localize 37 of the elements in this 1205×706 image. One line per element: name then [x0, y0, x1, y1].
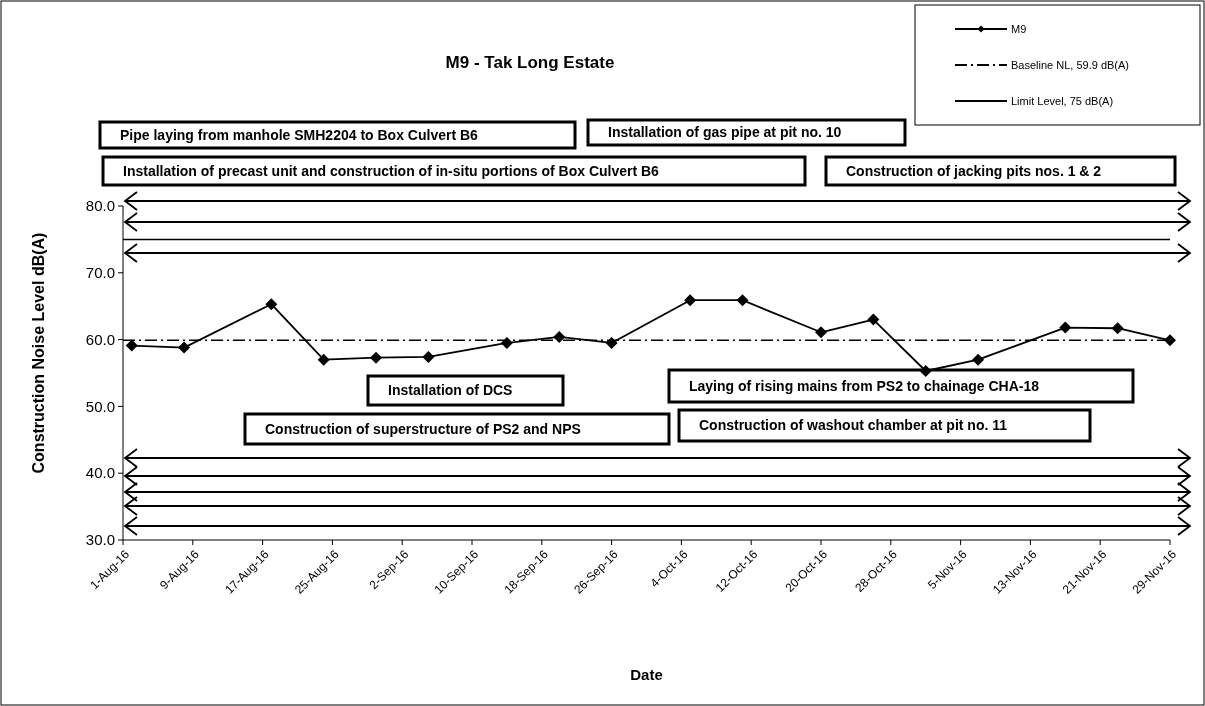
point	[1164, 334, 1176, 347]
text: Installation of precast unit and construction of in-situ portions of Box Culvert B6	[123, 162, 660, 179]
point	[736, 294, 749, 307]
point	[1059, 321, 1072, 334]
y-axis-title: Construction Noise Level dB(A)	[30, 232, 47, 474]
y-tick-label: 80.0	[85, 197, 115, 215]
point	[422, 350, 435, 363]
point	[553, 330, 566, 343]
y-tick-label: 60.0	[85, 330, 115, 348]
point	[317, 353, 330, 366]
x-axis-title: Date	[630, 666, 663, 683]
text: Construction of jacking pits nos. 1 & 2	[846, 162, 1102, 179]
point	[684, 294, 697, 307]
legend-label: M9	[1011, 22, 1027, 35]
point	[370, 351, 383, 364]
point	[265, 298, 278, 311]
point	[178, 341, 191, 354]
text: Pipe laying from manhole SMH2204 to Box Culvert B6	[120, 126, 479, 143]
point	[972, 353, 985, 366]
point	[125, 339, 138, 352]
point	[867, 313, 880, 326]
chart-title: M9 - Tak Long Estate	[445, 53, 615, 72]
point	[605, 336, 618, 349]
legend-label: Baseline NL, 59.9 dB(A)	[1011, 58, 1130, 71]
annotation: Construction of washout chamber at pit no. 11	[699, 417, 1008, 434]
point	[500, 336, 513, 349]
annotation: Laying of rising mains from PS2 to chainage CHA-18	[689, 377, 1040, 394]
annotation: Construction of superstructure of PS2 and NPS	[265, 420, 581, 437]
y-tick-label: 30.0	[85, 531, 115, 549]
text: Installation of gas pipe at pit no. 10	[608, 124, 842, 141]
y-tick-label: 50.0	[85, 397, 115, 415]
y-tick-label: 70.0	[85, 264, 115, 282]
point	[815, 326, 827, 339]
legend-label: Limit Level, 75 dB(A)	[1011, 94, 1114, 107]
point	[1111, 322, 1124, 335]
y-tick-label: 40.0	[85, 464, 115, 482]
annotation: Installation of DCS	[388, 382, 513, 399]
